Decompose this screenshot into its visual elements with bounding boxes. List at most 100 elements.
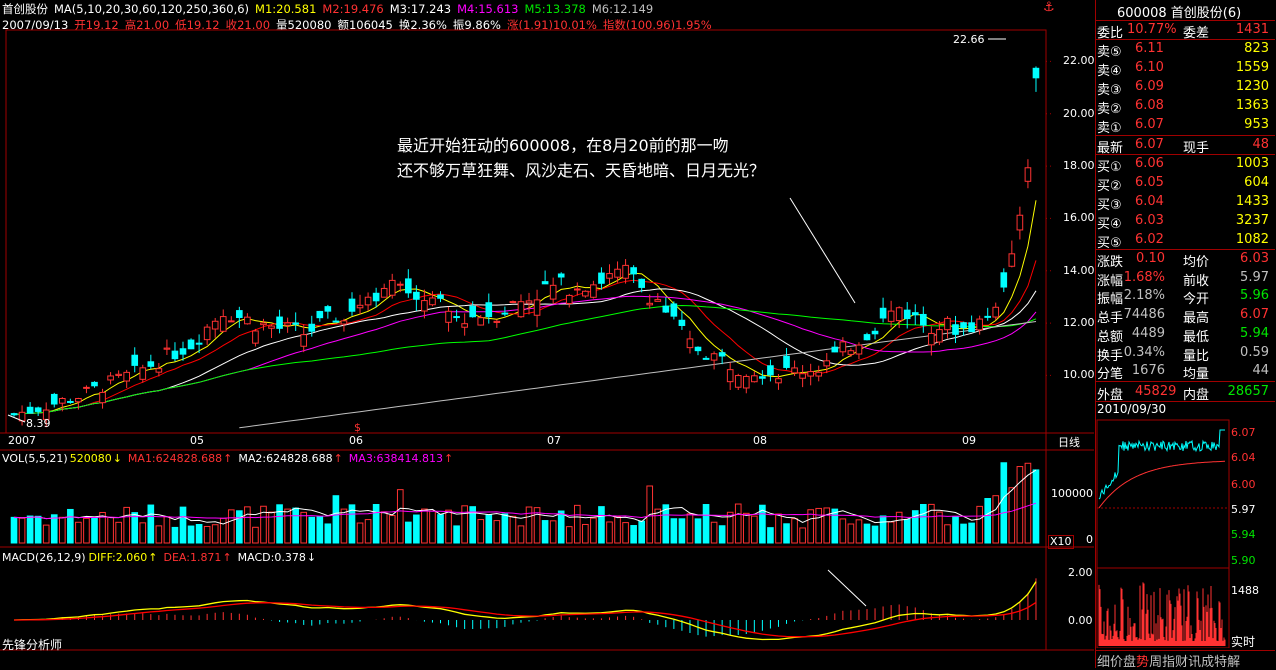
volume-bar	[590, 517, 597, 544]
candlestick	[573, 282, 581, 296]
volume-bar	[284, 508, 291, 544]
volume-bar	[236, 510, 243, 544]
weicha-label: 委差	[1183, 26, 1210, 41]
volume-bar	[1016, 466, 1024, 544]
candlestick	[252, 328, 259, 347]
anchor-icon[interactable]: ⚓	[1043, 0, 1055, 15]
bottom-tab[interactable]: 特	[1214, 655, 1228, 670]
bottom-tab[interactable]: 盘	[1123, 655, 1137, 670]
volume-bar	[726, 511, 734, 544]
stat-row[interactable]: 换手 0.34% 量比 0.59	[1095, 345, 1273, 364]
bottom-tab[interactable]: 价	[1110, 655, 1124, 670]
candlestick	[646, 294, 654, 309]
stat-label: 最高	[1183, 311, 1210, 327]
stat-row[interactable]: 涨幅 1.68% 前收 5.97	[1095, 270, 1273, 289]
volume-bar	[823, 507, 831, 544]
period-label[interactable]: 日线	[1058, 436, 1080, 449]
sell-row[interactable]: 卖④ 6.10 1559	[1095, 60, 1273, 79]
candlestick	[75, 397, 82, 410]
stock-name: 首创股份	[2, 2, 48, 16]
kline-chart-area[interactable]: 22.66 8.39 $	[0, 0, 1094, 669]
candlestick	[1016, 206, 1024, 240]
volume-bar	[936, 511, 943, 544]
vol-ma3-line	[13, 502, 1037, 520]
candlestick	[260, 318, 267, 331]
stat-row[interactable]: 分笔 1676 均量 44	[1095, 363, 1273, 382]
volume-bar	[219, 517, 227, 544]
candlestick	[469, 301, 477, 318]
volume-bar	[565, 526, 573, 544]
annotation-text: 最近开始狂动的600008，在8月20前的那一吻 还不够万草狂舞、风沙走石、天昏…	[397, 133, 765, 183]
candlestick	[42, 402, 50, 428]
latest-label: 最新	[1097, 141, 1124, 156]
volume-bar	[791, 518, 798, 544]
volume-bar	[413, 514, 420, 544]
candlestick	[775, 374, 782, 390]
volume-bar	[670, 518, 678, 544]
ohlc-header: 2007/09/13 开19.12 高21.00 低19.12 收21.00 量52008…	[2, 17, 718, 32]
bottom-tab[interactable]: 讯	[1188, 655, 1202, 670]
stat-label: 今开	[1183, 292, 1210, 308]
candlestick	[686, 330, 694, 354]
volume-bar	[34, 515, 42, 544]
macd-annotation-arrow	[827, 569, 867, 607]
sell-level-volume: 823	[1244, 41, 1269, 56]
stat-label: 涨跌	[1097, 255, 1124, 270]
candlestick	[565, 293, 573, 308]
stat-row[interactable]: 总额 4489 最低 5.94	[1095, 326, 1273, 345]
buy-row[interactable]: 买④ 6.03 3237	[1095, 213, 1273, 232]
low-price-label: 8.39	[26, 417, 51, 430]
volume-bar	[549, 520, 557, 544]
volume-bar	[372, 504, 380, 544]
candlestick	[654, 293, 662, 302]
volume-bar	[984, 498, 992, 544]
volume-bar	[541, 520, 549, 544]
stat-value: 74486	[1123, 307, 1165, 323]
stat-value: 6.03	[1240, 251, 1269, 266]
stat-value: 6.07	[1240, 307, 1269, 323]
sell-row[interactable]: 卖⑤ 6.11 823	[1095, 41, 1273, 60]
volume-bar	[879, 515, 887, 544]
axis-label-06: 06	[349, 434, 363, 447]
volume-bar	[421, 508, 428, 544]
vol-ma3-arrow-icon: ↑	[444, 452, 454, 465]
candlestick	[236, 306, 243, 328]
price-tick-2: 18.00	[1063, 159, 1095, 173]
volume-bar	[10, 516, 18, 544]
sell-row[interactable]: 卖② 6.08 1363	[1095, 98, 1273, 117]
stat-row[interactable]: 涨跌 0.10 均价 6.03	[1095, 251, 1273, 270]
bottom-tab[interactable]: 指	[1162, 655, 1176, 670]
stat-label: 总额	[1097, 329, 1124, 345]
candlestick	[227, 316, 235, 323]
bottom-tab[interactable]: 成	[1201, 655, 1215, 670]
macd-dea-line	[14, 601, 1037, 638]
volume-bar	[960, 523, 967, 544]
stat-value: 2.18%	[1123, 288, 1165, 304]
footer-analyst-label: 先锋分析师	[2, 638, 63, 652]
bottom-tab[interactable]: 细	[1097, 655, 1111, 670]
volume-bar	[992, 495, 1000, 544]
candlestick	[944, 316, 951, 339]
volume-bar	[227, 509, 235, 544]
vol-ma2-arrow-icon: ↑	[333, 452, 343, 465]
candlestick	[726, 362, 734, 390]
volume-bar	[187, 525, 195, 544]
stat-row[interactable]: 总手 74486 最高 6.07	[1095, 307, 1273, 327]
bottom-tab[interactable]: 财	[1175, 655, 1189, 670]
realtime-label[interactable]: 实时	[1231, 635, 1256, 649]
volume-bar	[863, 523, 871, 544]
sell-row[interactable]: 卖① 6.07 953	[1095, 117, 1273, 136]
buy-row[interactable]: 买② 6.05 604	[1095, 175, 1273, 194]
bottom-tab[interactable]: 解	[1227, 655, 1241, 670]
buy-row[interactable]: 买⑤ 6.02 1082	[1095, 232, 1273, 251]
vol-arrow-icon: ↓	[112, 452, 122, 465]
sell-row[interactable]: 卖③ 6.09 1230	[1095, 79, 1273, 98]
volume-bar	[123, 506, 130, 544]
stat-row[interactable]: 振幅 2.18% 今开 5.96	[1095, 288, 1273, 308]
buy-row[interactable]: 买① 6.06 1003	[1095, 156, 1273, 175]
buy-row[interactable]: 买③ 6.04 1433	[1095, 194, 1273, 213]
intraday-mini-chart[interactable]	[1095, 418, 1275, 648]
bottom-tab[interactable]: 势	[1136, 655, 1150, 670]
volume-bar	[1008, 487, 1016, 544]
bottom-tab[interactable]: 周	[1149, 655, 1163, 670]
